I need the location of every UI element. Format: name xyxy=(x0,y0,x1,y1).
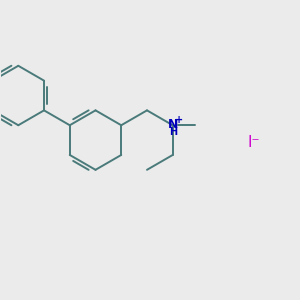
Text: H: H xyxy=(169,127,177,137)
Text: I⁻: I⁻ xyxy=(248,135,260,150)
Text: +: + xyxy=(175,115,183,125)
Text: N: N xyxy=(167,118,178,131)
